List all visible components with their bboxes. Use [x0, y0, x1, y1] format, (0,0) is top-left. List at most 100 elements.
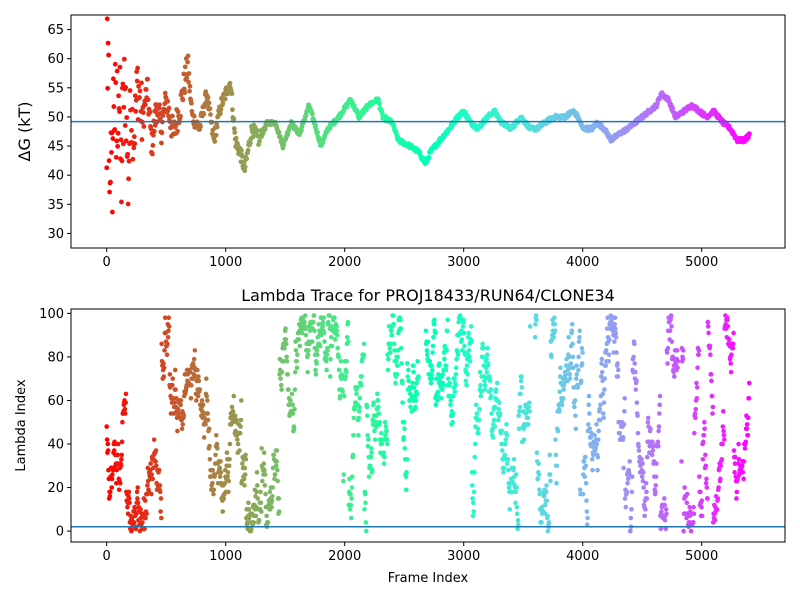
lambda-point — [471, 509, 476, 514]
lambda-point — [231, 393, 237, 399]
lambda-point — [455, 352, 461, 358]
lambda-point — [730, 345, 736, 351]
lambda-point — [164, 352, 170, 358]
delta-g-point — [150, 132, 156, 138]
lambda-point — [566, 354, 572, 360]
lambda-point — [577, 487, 583, 493]
lambda-point — [311, 313, 317, 318]
lambda-point — [296, 337, 302, 342]
delta-g-point — [112, 127, 118, 132]
lambda-point — [389, 332, 395, 338]
lambda-point — [701, 432, 707, 438]
lambda-point — [466, 330, 471, 336]
lambda-point — [628, 528, 633, 534]
lambda-point — [258, 489, 263, 495]
lambda-point — [110, 472, 115, 477]
lambda-point — [504, 461, 510, 466]
lambda-point — [644, 489, 649, 495]
lambda-point — [375, 391, 380, 397]
x-tick-label: 5000 — [685, 549, 718, 564]
lambda-point — [709, 378, 714, 384]
lambda-point — [503, 437, 509, 442]
lambda-point — [122, 406, 128, 412]
lambda-point — [521, 437, 527, 442]
delta-g-point — [157, 102, 162, 108]
lambda-point — [297, 343, 303, 349]
lambda-point — [261, 450, 267, 456]
lambda-point — [191, 356, 197, 362]
lambda-point — [269, 504, 274, 510]
lambda-point — [734, 496, 739, 501]
lambda-point — [494, 380, 500, 386]
lambda-point — [444, 328, 450, 334]
delta-g-point — [212, 138, 218, 144]
lambda-point — [488, 393, 494, 399]
lambda-point — [348, 515, 354, 521]
delta-g-point — [145, 97, 151, 103]
delta-g-point — [116, 93, 121, 99]
lambda-point — [574, 372, 580, 377]
lambda-point — [188, 395, 194, 401]
lambda-point — [140, 520, 145, 525]
lambda-point — [602, 387, 607, 392]
lambda-point — [398, 317, 403, 323]
lambda-point — [734, 489, 740, 495]
delta-g-point — [105, 85, 111, 91]
lambda-point — [329, 343, 335, 349]
lambda-point — [370, 467, 375, 473]
x-tick-label: 0 — [103, 255, 111, 270]
lambda-point — [414, 380, 419, 386]
lambda-point — [429, 376, 435, 381]
lambda-point — [585, 515, 590, 521]
lambda-point — [253, 513, 259, 519]
delta-g-point — [127, 88, 133, 93]
lambda-point — [314, 348, 320, 353]
lambda-point — [570, 341, 575, 347]
lambda-point — [372, 437, 378, 442]
delta-g-point — [231, 126, 237, 132]
lambda-point — [462, 343, 467, 349]
y-tick-label: 80 — [47, 350, 64, 365]
lambda-point — [573, 413, 578, 419]
lambda-point — [350, 452, 356, 458]
lambda-point — [235, 437, 240, 442]
lambda-point — [468, 324, 474, 329]
lambda-point — [741, 459, 747, 464]
lambda-point — [552, 321, 558, 327]
lambda-point — [388, 328, 394, 334]
lambda-point — [217, 465, 223, 471]
lambda-point — [321, 330, 327, 336]
lambda-point — [166, 324, 172, 329]
lambda-point — [725, 317, 730, 323]
lambda-point — [442, 356, 447, 362]
delta-g-point — [132, 93, 138, 99]
lambda-point — [411, 363, 416, 368]
delta-g-point — [114, 138, 120, 144]
delta-g-point — [117, 64, 123, 70]
lambda-point — [344, 358, 349, 364]
lambda-point — [545, 513, 550, 519]
lambda-point — [507, 507, 513, 512]
lambda-point — [391, 321, 397, 327]
lambda-point — [744, 426, 750, 432]
lambda-point — [645, 419, 651, 425]
delta-g-point — [121, 56, 127, 62]
delta-g-point — [137, 88, 143, 94]
lambda-point — [547, 452, 553, 458]
lambda-point — [363, 528, 369, 534]
lambda-point — [453, 372, 459, 377]
delta-g-point — [242, 168, 248, 174]
lambda-point — [451, 393, 456, 399]
lambda-point — [242, 472, 248, 477]
delta-g-point — [229, 107, 235, 113]
lambda-point — [653, 483, 659, 488]
lambda-point — [109, 476, 115, 482]
lambda-point — [552, 315, 557, 321]
delta-g-point — [231, 116, 237, 122]
lambda-point — [696, 352, 701, 358]
delta-g-point — [227, 80, 233, 86]
lambda-point — [576, 354, 581, 360]
lambda-point — [398, 345, 404, 351]
delta-g-point — [131, 145, 137, 151]
lambda-point — [594, 422, 599, 427]
